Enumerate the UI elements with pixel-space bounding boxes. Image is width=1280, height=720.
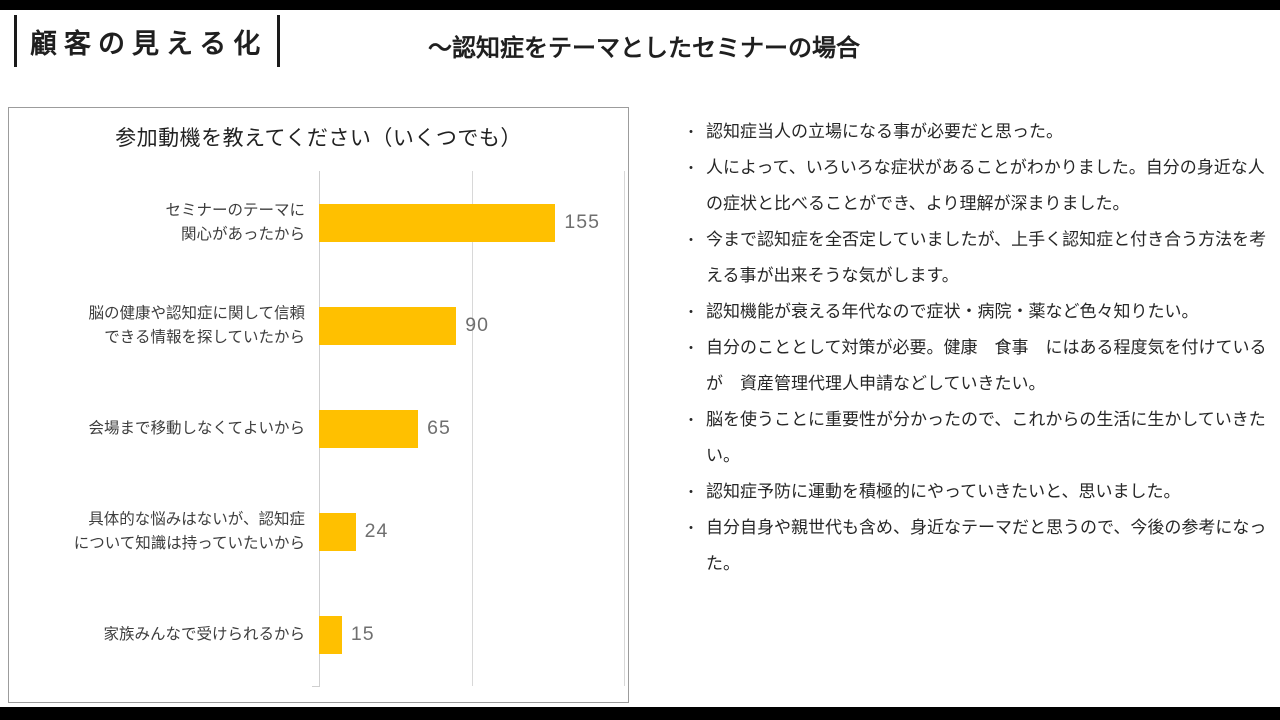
comment-text: 人によって、いろいろな症状があることがわかりました。自分の身近な人の症状と比べる…: [706, 158, 1265, 213]
bullet-icon: ・: [684, 160, 698, 176]
bullet-icon: ・: [684, 484, 698, 500]
comment-item: ・ 脳を使うことに重要性が分かったので、これからの生活に生かしていきたい。: [676, 402, 1276, 474]
bar: [319, 615, 342, 654]
category-label: 脳の健康や認知症に関して信頼 できる情報を探していたから: [88, 305, 305, 346]
gridline-x100: [471, 171, 473, 686]
bar: [319, 512, 356, 551]
bullet-icon: ・: [684, 412, 698, 428]
bullet-icon: ・: [684, 340, 698, 356]
bar-area: 15: [319, 583, 624, 686]
title-right-rule: [277, 15, 281, 67]
comment-text: 認知機能が衰える年代なので症状・病院・薬など色々知りたい。: [706, 302, 1199, 321]
category-label: 家族みんなで受けられるから: [103, 625, 305, 643]
comment-item: ・ 認知機能が衰える年代なので症状・病院・薬など色々知りたい。: [676, 294, 1276, 330]
bar-area: 155: [319, 171, 624, 274]
category-label: セミナーのテーマに 関心があったから: [165, 202, 305, 243]
comment-text: 自分のこととして対策が必要。健康 食事 にはある程度気を付けているが 資産管理代…: [706, 338, 1267, 393]
bar-chart-panel: 参加動機を教えてください（いくつでも） セミナーのテーマに 関心があったから 1…: [8, 107, 629, 703]
top-black-rule: [0, 0, 1280, 10]
axis-foot-tick: [312, 686, 320, 687]
slide-subtitle: ～認知症をテーマとしたセミナーの場合: [428, 35, 860, 62]
slide-title: 顧客の見える化: [30, 28, 268, 59]
comment-item: ・ 今まで認知症を全否定していましたが、上手く認知症と付き合う方法を考える事が出…: [676, 222, 1276, 294]
bar: [319, 306, 457, 345]
title-left-rule: [14, 15, 17, 67]
bar-area: 24: [319, 480, 624, 583]
bar: [319, 409, 419, 448]
value-label: 24: [364, 520, 389, 542]
bullet-icon: ・: [684, 520, 698, 536]
comment-text: 認知症予防に運動を積極的にやっていきたいと、思いました。: [706, 482, 1181, 501]
value-label: 15: [350, 623, 375, 645]
comment-text: 自分自身や親世代も含め、身近なテーマだと思うので、今後の参考になった。: [706, 518, 1267, 573]
comments-list: ・ 認知症当人の立場になる事が必要だと思った。 ・ 人によって、いろいろな症状が…: [676, 114, 1276, 582]
chart-row: 会場まで移動しなくてよいから 65: [9, 377, 628, 480]
chart-row: 脳の健康や認知症に関して信頼 できる情報を探していたから 90: [9, 274, 628, 377]
chart-row: セミナーのテーマに 関心があったから 155: [9, 171, 628, 274]
category-label: 会場まで移動しなくてよいから: [88, 419, 305, 437]
bar-area: 90: [319, 274, 624, 377]
chart-row: 具体的な悩みはないが、認知症 について知識は持っていたいから 24: [9, 480, 628, 583]
comment-item: ・ 認知症予防に運動を積極的にやっていきたいと、思いました。: [676, 474, 1276, 510]
slide-title-box: 顧客の見える化: [14, 15, 281, 67]
value-label: 65: [427, 417, 451, 439]
comment-text: 脳を使うことに重要性が分かったので、これからの生活に生かしていきたい。: [706, 410, 1266, 465]
gridline-x200: [624, 171, 625, 686]
value-label: 90: [465, 314, 489, 336]
comment-item: ・ 人によって、いろいろな症状があることがわかりました。自分の身近な人の症状と比…: [676, 150, 1276, 222]
bar: [319, 203, 556, 242]
category-label: 具体的な悩みはないが、認知症 について知識は持っていたいから: [73, 511, 305, 552]
comment-text: 今まで認知症を全否定していましたが、上手く認知症と付き合う方法を考える事が出来そ…: [706, 230, 1267, 285]
bottom-black-rule: [0, 707, 1280, 720]
bullet-icon: ・: [684, 124, 698, 140]
value-label: 155: [564, 211, 600, 233]
bullet-icon: ・: [684, 232, 698, 248]
comment-item: ・ 自分自身や親世代も含め、身近なテーマだと思うので、今後の参考になった。: [676, 510, 1276, 582]
chart-rows: セミナーのテーマに 関心があったから 155 脳の健康や認知症に関して信頼 でき…: [9, 171, 628, 686]
chart-title: 参加動機を教えてください（いくつでも）: [115, 127, 522, 150]
bullet-icon: ・: [684, 304, 698, 320]
comment-item: ・ 自分のこととして対策が必要。健康 食事 にはある程度気を付けているが 資産管…: [676, 330, 1276, 402]
bar-area: 65: [319, 377, 624, 480]
comment-text: 認知症当人の立場になる事が必要だと思った。: [706, 122, 1063, 141]
chart-row: 家族みんなで受けられるから 15: [9, 583, 628, 686]
comment-item: ・ 認知症当人の立場になる事が必要だと思った。: [676, 114, 1276, 150]
